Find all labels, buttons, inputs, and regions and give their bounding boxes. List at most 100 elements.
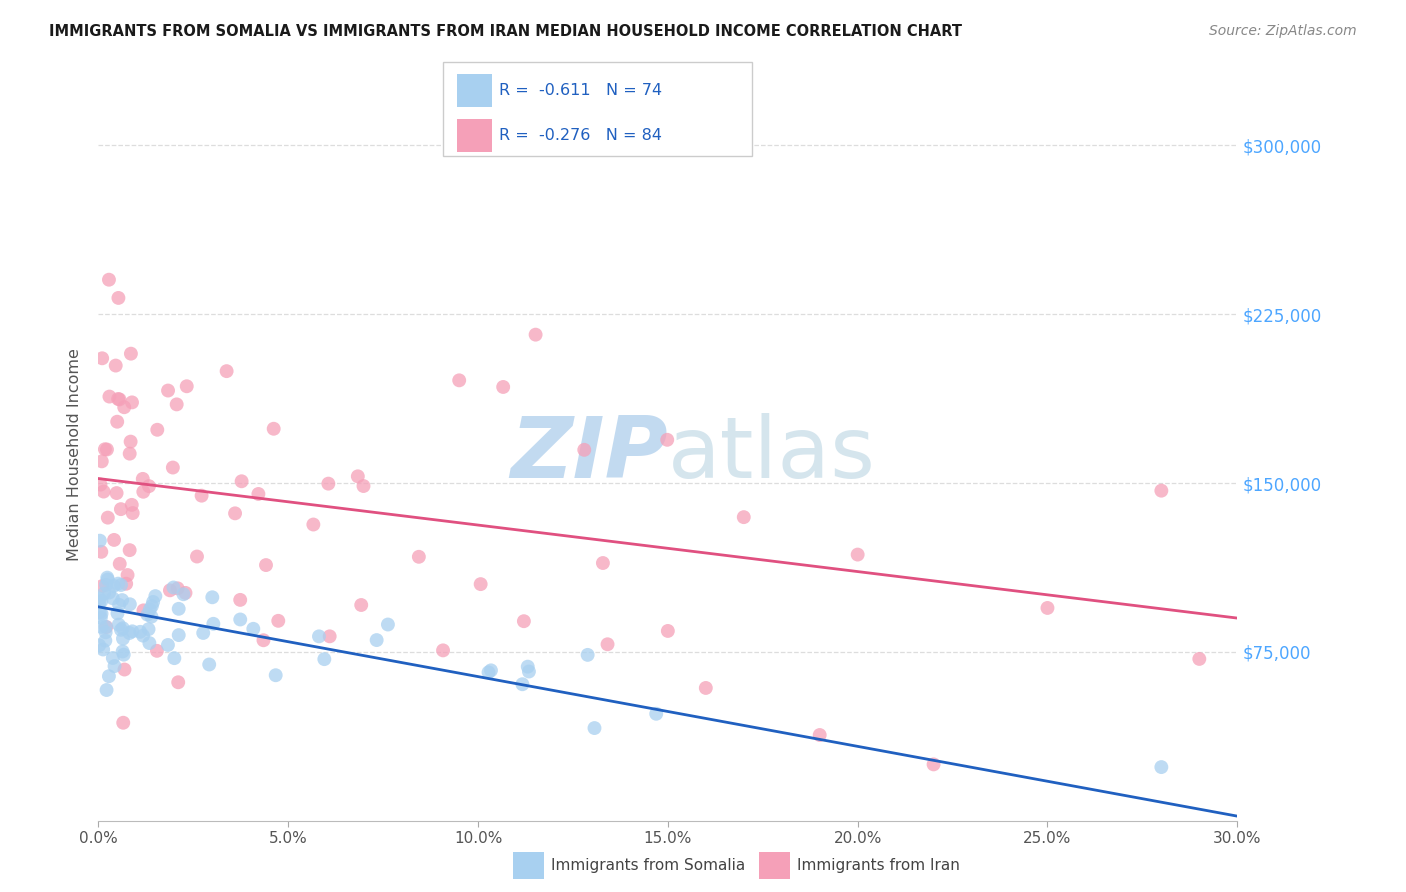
Point xyxy=(166,582,188,596)
Point xyxy=(229,593,252,607)
Point xyxy=(112,648,135,662)
Point xyxy=(596,637,619,651)
Point xyxy=(492,380,515,394)
Point xyxy=(96,442,118,457)
Point xyxy=(129,624,152,639)
Point xyxy=(167,602,190,616)
Point xyxy=(120,346,142,360)
Point xyxy=(97,273,120,287)
Point xyxy=(136,607,159,622)
Point xyxy=(174,586,197,600)
Point xyxy=(117,568,139,582)
Point xyxy=(118,597,141,611)
Text: R =  -0.611   N = 74: R = -0.611 N = 74 xyxy=(499,83,662,98)
Point xyxy=(89,533,111,548)
Point xyxy=(512,677,534,691)
Point xyxy=(657,624,679,638)
Point xyxy=(94,578,117,592)
Point xyxy=(583,721,606,735)
Point xyxy=(105,415,128,429)
Y-axis label: Median Household Income: Median Household Income xyxy=(67,349,83,561)
Point xyxy=(98,585,121,599)
Point xyxy=(432,643,454,657)
Point xyxy=(138,479,160,493)
Point xyxy=(91,579,114,593)
Point xyxy=(90,545,112,559)
Point xyxy=(94,625,117,640)
Text: Immigrants from Iran: Immigrants from Iran xyxy=(797,858,960,872)
Point xyxy=(103,533,125,547)
Point xyxy=(167,628,190,642)
Point xyxy=(377,617,399,632)
Point xyxy=(132,484,155,499)
Point xyxy=(1150,760,1173,774)
Text: R =  -0.276   N = 84: R = -0.276 N = 84 xyxy=(499,128,662,143)
Text: Immigrants from Somalia: Immigrants from Somalia xyxy=(551,858,745,872)
Point xyxy=(90,607,112,621)
Point xyxy=(94,633,117,648)
Point xyxy=(524,327,547,342)
Point xyxy=(89,605,111,619)
Point xyxy=(513,614,536,628)
Point xyxy=(138,636,160,650)
Point xyxy=(107,291,129,305)
Point xyxy=(808,728,831,742)
Point xyxy=(318,629,340,643)
Point xyxy=(114,663,136,677)
Point xyxy=(108,557,131,571)
Point xyxy=(318,476,340,491)
Point xyxy=(89,591,111,606)
Point xyxy=(110,623,132,637)
Point xyxy=(96,620,118,634)
Point xyxy=(576,648,599,662)
Point xyxy=(162,581,184,595)
Point xyxy=(1150,483,1173,498)
Point xyxy=(142,595,165,609)
Point xyxy=(97,669,120,683)
Point xyxy=(159,583,181,598)
Point xyxy=(110,578,132,592)
Point xyxy=(89,638,111,652)
Point xyxy=(96,683,118,698)
Point xyxy=(145,589,167,603)
Point xyxy=(224,506,246,520)
Point xyxy=(231,475,253,489)
Point xyxy=(112,401,135,415)
Point xyxy=(118,626,141,640)
Text: Source: ZipAtlas.com: Source: ZipAtlas.com xyxy=(1209,24,1357,38)
Point xyxy=(156,638,179,652)
Point xyxy=(121,395,143,409)
Point xyxy=(101,651,124,665)
Point xyxy=(121,624,143,639)
Point xyxy=(121,506,143,520)
Point xyxy=(107,392,129,406)
Point xyxy=(112,715,135,730)
Point xyxy=(108,598,131,612)
Point xyxy=(157,384,180,398)
Point xyxy=(111,632,134,646)
Point xyxy=(96,571,118,585)
Point xyxy=(645,706,668,721)
Point xyxy=(172,587,194,601)
Point xyxy=(449,373,471,387)
Point xyxy=(107,607,129,621)
Point xyxy=(517,665,540,679)
Point xyxy=(353,479,375,493)
Point xyxy=(574,442,596,457)
Point xyxy=(146,423,169,437)
Point xyxy=(97,573,120,587)
Point xyxy=(477,665,499,680)
Point xyxy=(108,392,131,407)
Point xyxy=(408,549,430,564)
Point xyxy=(198,657,221,672)
Point xyxy=(139,602,162,616)
Point xyxy=(167,675,190,690)
Point xyxy=(193,626,215,640)
Point xyxy=(166,397,188,411)
Point xyxy=(229,612,252,626)
Point xyxy=(89,596,111,610)
Point xyxy=(242,622,264,636)
Point xyxy=(162,460,184,475)
Point xyxy=(922,757,945,772)
Point xyxy=(111,644,134,658)
